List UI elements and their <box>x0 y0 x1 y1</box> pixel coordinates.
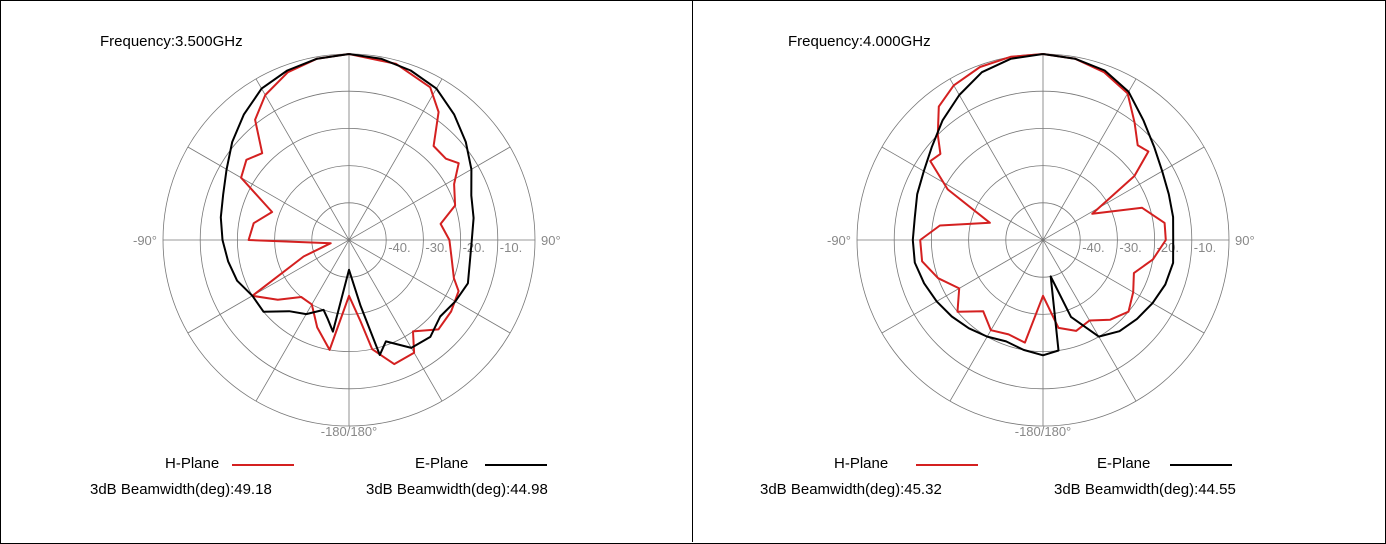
e-plane-beamwidth: 3dB Beamwidth(deg):44.98 <box>366 481 548 498</box>
legend-h-plane-line <box>916 464 978 466</box>
angle-label-bottom: -180/180° <box>1015 424 1072 439</box>
series-line-e-plane <box>911 53 1175 357</box>
chart-title: Frequency:4.000GHz <box>788 33 931 50</box>
radial-tick-label: -10. <box>1194 240 1216 255</box>
angle-label-bottom: -180/180° <box>321 424 378 439</box>
e-plane-beamwidth: 3dB Beamwidth(deg):44.55 <box>1054 481 1236 498</box>
chart-title: Frequency:3.500GHz <box>100 33 243 50</box>
series-line-e-plane <box>219 53 475 356</box>
angle-label-right: 90° <box>1235 233 1255 248</box>
polar-plot-3500mhz: -40. -30. -20. -10. -90° 90° -180/180° <box>133 53 561 439</box>
h-plane-beamwidth: 3dB Beamwidth(deg):49.18 <box>90 481 272 498</box>
chart-panel-4000mhz: -40. -30. -20. -10. -90° 90° -180/180° Frequen… <box>692 0 1384 542</box>
radial-tick-label: -40. <box>388 240 410 255</box>
radial-tick-label: -30. <box>1119 240 1141 255</box>
radial-tick-label: -10. <box>500 240 522 255</box>
polar-plot-4000mhz: -40. -30. -20. -10.-90° 90°-180/180° <box>827 53 1255 439</box>
angle-label-left: -90° <box>133 233 157 248</box>
legend-h-plane-line <box>232 464 294 466</box>
angle-label-right: 90° <box>541 233 561 248</box>
legend-e-plane-line <box>485 464 547 466</box>
series-line-h-plane <box>919 53 1167 344</box>
legend-e-plane-label: E-Plane <box>1097 455 1151 472</box>
grid-spoke <box>949 78 1137 402</box>
legend-e-plane-line <box>1170 464 1232 466</box>
legend-h-plane-label: H-Plane <box>834 455 889 472</box>
h-plane-beamwidth: 3dB Beamwidth(deg):45.32 <box>760 481 942 498</box>
legend-h-plane-label: H-Plane <box>165 455 220 472</box>
radial-tick-label: -20. <box>463 240 485 255</box>
radial-tick-label: -30. <box>425 240 447 255</box>
chart-panel-3500mhz: -40. -30. -20. -10. -90° 90° -180/180° Frequen… <box>0 0 692 542</box>
series-line-h-plane <box>240 53 460 366</box>
legend-e-plane-label: E-Plane <box>415 455 469 472</box>
panel-divider <box>692 0 693 542</box>
radial-tick-label: -40. <box>1082 240 1104 255</box>
angle-label-left: -90° <box>827 233 851 248</box>
